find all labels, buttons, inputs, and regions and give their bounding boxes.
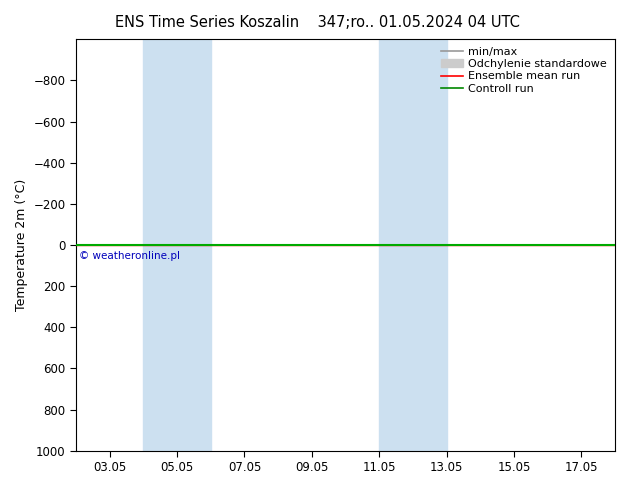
Legend: min/max, Odchylenie standardowe, Ensemble mean run, Controll run: min/max, Odchylenie standardowe, Ensembl… bbox=[439, 45, 609, 96]
Text: © weatheronline.pl: © weatheronline.pl bbox=[79, 251, 181, 261]
Bar bbox=[379, 39, 446, 451]
Y-axis label: Temperature 2m (°C): Temperature 2m (°C) bbox=[15, 179, 28, 311]
Text: ENS Time Series Koszalin    347;ro.. 01.05.2024 04 UTC: ENS Time Series Koszalin 347;ro.. 01.05.… bbox=[115, 15, 519, 30]
Bar bbox=[143, 39, 210, 451]
